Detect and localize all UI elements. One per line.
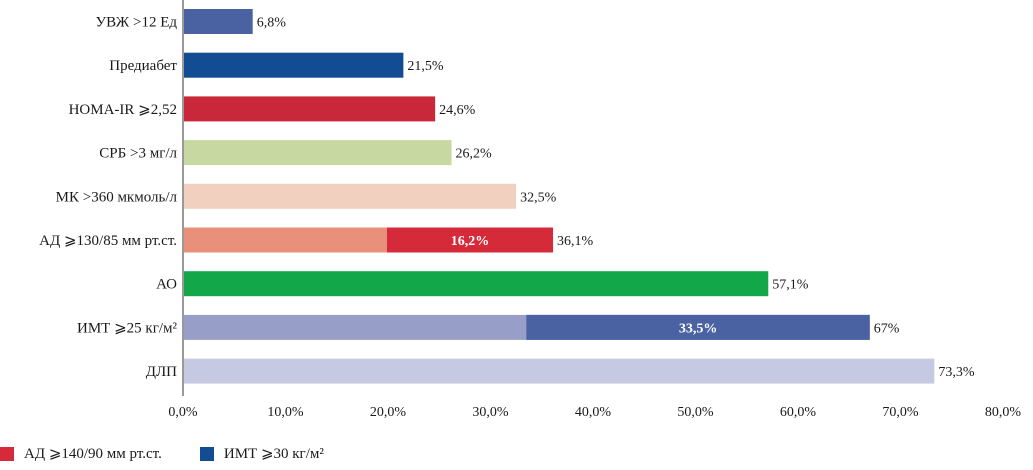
legend-label: АД ⩾140/90 мм рт.ст.: [24, 446, 162, 462]
bar-value-label: 24,6%: [439, 103, 476, 118]
legend-item: АД ⩾140/90 мм рт.ст.: [0, 444, 162, 463]
x-tick-label: 30,0%: [472, 405, 509, 420]
legend-label: ИМТ ⩾30 кг/м²: [223, 446, 324, 462]
bar-value-label: 73,3%: [938, 365, 975, 380]
category-label: HOMA-IR ⩾2,52: [69, 102, 177, 118]
sub-bar-value-label: 16,2%: [451, 234, 490, 249]
bar-value-label: 26,2%: [456, 147, 493, 162]
legend-swatch: [0, 446, 14, 461]
sub-bar-value-label: 33,5%: [679, 321, 718, 336]
bar-value-label: 32,5%: [520, 190, 557, 205]
x-tick-label: 0,0%: [168, 405, 198, 420]
category-label: ИМТ ⩾25 кг/м²: [77, 320, 178, 336]
bar-value-label: 21,5%: [407, 59, 444, 74]
bar: [184, 140, 452, 166]
bar-value-label: 57,1%: [772, 278, 809, 293]
legend-item: ИМТ ⩾30 кг/м²: [199, 444, 324, 463]
bar-chart: УВЖ >12 Ед 6,8% Предиабет 21,5% HOMA-IR ⩾2,5…: [39, 0, 1022, 420]
x-tick-label: 10,0%: [267, 405, 304, 420]
x-tick-label: 40,0%: [575, 405, 612, 420]
x-tick-label: 70,0%: [882, 405, 919, 420]
category-label: СРБ >3 мг/л: [99, 146, 177, 162]
bar: [184, 52, 404, 78]
bar-value-label: 36,1%: [557, 234, 594, 249]
legend-swatch: [199, 446, 214, 461]
category-label: ДЛП: [146, 364, 177, 380]
x-tick-label: 60,0%: [780, 405, 817, 420]
chart-legend: АД ⩾140/90 мм рт.ст. ИМТ ⩾30 кг/м²: [0, 444, 324, 463]
category-label: МК >360 мкмоль/л: [56, 189, 178, 205]
x-tick-label: 20,0%: [370, 405, 407, 420]
bar: [184, 9, 253, 34]
category-label: Предиабет: [109, 58, 177, 74]
bar-value-label: 67%: [874, 321, 900, 336]
sub-bar: [386, 227, 554, 253]
bar: [184, 358, 935, 384]
bar: [184, 271, 769, 297]
category-label: АО: [156, 277, 177, 293]
x-tick-label: 50,0%: [677, 405, 714, 420]
x-tick-label: 80,0%: [985, 405, 1022, 420]
bar-value-label: 6,8%: [257, 16, 287, 31]
sub-bar: [526, 314, 870, 340]
category-label: АД ⩾130/85 мм рт.ст.: [39, 233, 177, 249]
bar: [184, 96, 436, 122]
category-label: УВЖ >12 Ед: [96, 15, 178, 31]
bar: [184, 183, 517, 209]
